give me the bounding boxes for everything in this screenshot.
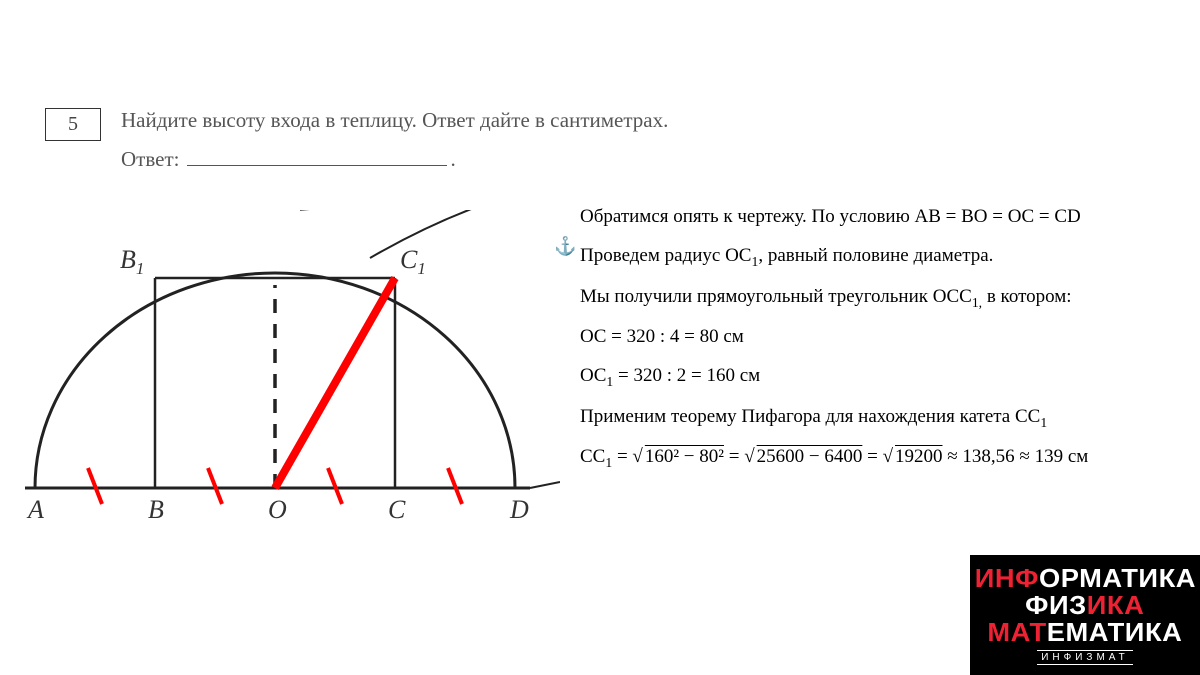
problem-number: 5: [45, 108, 101, 141]
label-B1: B1: [120, 245, 144, 278]
problem-header: 5 Найдите высоту входа в теплицу. Ответ …: [45, 108, 668, 172]
logo-sub: ИНФИЗМАТ: [1037, 650, 1133, 665]
solution-line-7: CC1 = √160² − 80² = √25600 − 6400 = √192…: [580, 438, 1180, 476]
answer-label: Ответ:: [121, 147, 179, 172]
logo-line-3: МАТЕМАТИКА: [987, 619, 1182, 646]
geometry-svg: A B O C D B1 C1: [0, 210, 560, 530]
logo-line-1: ИНФОРМАТИКА: [974, 565, 1195, 592]
solution-line-3: Мы получили прямоугольный треугольник OC…: [580, 278, 1180, 316]
solution-line-2: Проведем радиус OC1, равный половине диа…: [580, 237, 1180, 275]
label-B: B: [148, 495, 164, 524]
label-A: A: [26, 495, 44, 524]
solution-line-5: OC1 = 320 : 2 = 160 см: [580, 357, 1180, 395]
diagram: A B O C D B1 C1: [0, 210, 560, 530]
problem-text-block: Найдите высоту входа в теплицу. Ответ да…: [121, 108, 668, 172]
label-C: C: [388, 495, 406, 524]
problem-question: Найдите высоту входа в теплицу. Ответ да…: [121, 108, 668, 133]
solution-line-4: OC = 320 : 4 = 80 см: [580, 318, 1180, 355]
anchor-icon: ⚓: [554, 236, 576, 257]
logo-line-2: ФИЗИКА: [1025, 592, 1144, 619]
label-C1: C1: [400, 245, 426, 278]
label-D: D: [509, 495, 529, 524]
solution-line-1: Обратимся опять к чертежу. По условию AB…: [580, 198, 1180, 235]
solution-line-6: Применим теорему Пифагора для нахождения…: [580, 398, 1180, 436]
solution-text: Обратимся опять к чертежу. По условию AB…: [580, 198, 1180, 479]
label-O: O: [268, 495, 287, 524]
logo: ИНФОРМАТИКА ФИЗИКА МАТЕМАТИКА ИНФИЗМАТ: [970, 555, 1200, 675]
answer-blank: [187, 165, 447, 166]
answer-line: Ответ: .: [121, 147, 668, 172]
